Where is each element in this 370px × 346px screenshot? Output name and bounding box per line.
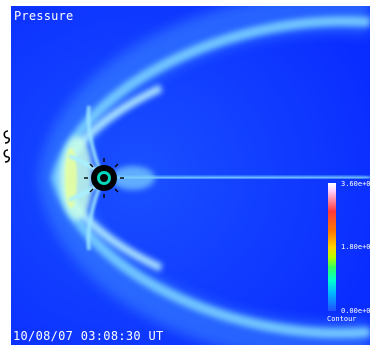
plot-title: Pressure — [14, 9, 74, 23]
pressure-field — [11, 6, 370, 345]
pressure-simulation-plot: Pressure 10/08/07 03:08:30 UT 3.60e+0 1.… — [11, 6, 370, 345]
timestamp-label: 10/08/07 03:08:30 UT — [13, 329, 164, 343]
colorbar-mid-label: 1.80e+0 — [341, 243, 370, 251]
colorbar-max-label: 3.60e+0 — [341, 180, 370, 188]
colorbar-caption: Contour — [327, 315, 357, 323]
colorbar-min-label: 0.00e+0 — [341, 307, 370, 315]
edge-marks — [3, 130, 10, 163]
colorbar — [328, 183, 336, 311]
